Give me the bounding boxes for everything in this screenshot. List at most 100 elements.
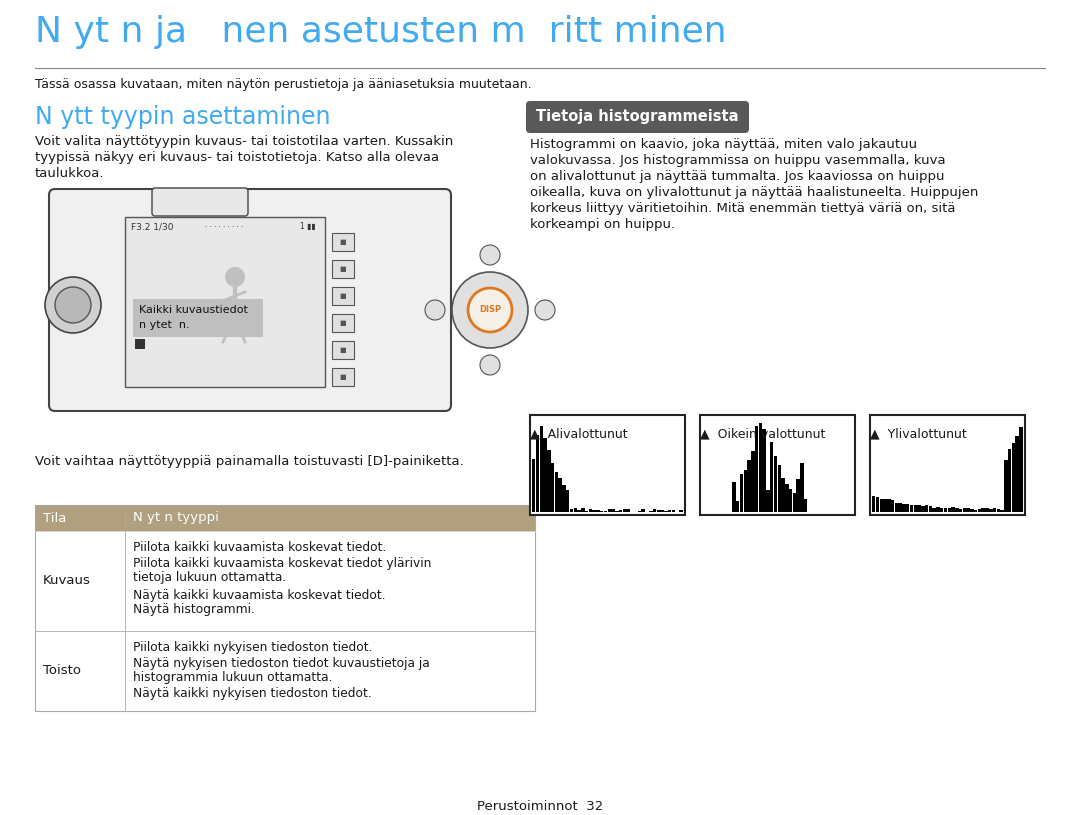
- Bar: [551, 463, 554, 512]
- Text: Kuvaus: Kuvaus: [43, 575, 91, 588]
- Bar: [578, 510, 581, 512]
- Text: ■: ■: [340, 320, 347, 326]
- Bar: [870, 415, 1025, 515]
- Text: histogrammia lukuun ottamatta.: histogrammia lukuun ottamatta.: [133, 671, 333, 684]
- Bar: [735, 501, 740, 512]
- Bar: [917, 504, 921, 512]
- Bar: [135, 339, 145, 349]
- Bar: [615, 511, 619, 512]
- Bar: [672, 509, 675, 512]
- Bar: [593, 510, 596, 512]
- Bar: [622, 509, 626, 512]
- Bar: [887, 499, 891, 512]
- Bar: [581, 509, 584, 512]
- Bar: [766, 490, 770, 512]
- Bar: [804, 499, 808, 512]
- Bar: [604, 511, 607, 512]
- FancyBboxPatch shape: [152, 188, 248, 216]
- Bar: [649, 511, 652, 512]
- Text: Näytä kaikki kuvaamista koskevat tiedot.: Näytä kaikki kuvaamista koskevat tiedot.: [133, 589, 386, 602]
- Text: . . . . . . . . .: . . . . . . . . .: [205, 222, 243, 228]
- Bar: [600, 511, 604, 512]
- Bar: [558, 478, 562, 512]
- Text: N ytt tyypin asettaminen: N ytt tyypin asettaminen: [35, 105, 330, 129]
- Bar: [332, 260, 354, 278]
- Bar: [332, 287, 354, 305]
- Text: N yt n ja   nen asetusten m  ritt minen: N yt n ja nen asetusten m ritt minen: [35, 15, 727, 49]
- Bar: [607, 509, 611, 512]
- Bar: [585, 511, 589, 512]
- Bar: [781, 478, 785, 512]
- Text: korkeampi on huippu.: korkeampi on huippu.: [530, 218, 675, 231]
- Bar: [921, 506, 924, 512]
- Bar: [611, 509, 615, 512]
- Bar: [540, 425, 543, 512]
- Circle shape: [225, 267, 245, 287]
- Bar: [951, 507, 955, 512]
- Text: valokuvassa. Jos histogrammissa on huippu vasemmalla, kuva: valokuvassa. Jos histogrammissa on huipp…: [530, 154, 946, 167]
- Text: Voit vaihtaa näyttötyyppiä painamalla toistuvasti [D]-painiketta.: Voit vaihtaa näyttötyyppiä painamalla to…: [35, 455, 463, 468]
- Text: F3.2 1/30: F3.2 1/30: [131, 222, 174, 231]
- Bar: [902, 504, 906, 512]
- Bar: [974, 509, 977, 512]
- Bar: [570, 509, 573, 512]
- Bar: [667, 510, 672, 512]
- Bar: [947, 509, 951, 512]
- Bar: [732, 482, 735, 512]
- Bar: [751, 451, 755, 512]
- Bar: [35, 505, 535, 531]
- Bar: [762, 430, 766, 512]
- Bar: [879, 499, 883, 512]
- Text: Tässä osassa kuvataan, miten näytön perustietoja ja ääniasetuksia muutetaan.: Tässä osassa kuvataan, miten näytön peru…: [35, 78, 531, 91]
- FancyBboxPatch shape: [526, 101, 750, 133]
- Bar: [906, 504, 909, 512]
- Bar: [1008, 449, 1011, 512]
- Text: ■: ■: [340, 347, 347, 353]
- Bar: [563, 485, 566, 512]
- Bar: [940, 508, 944, 512]
- Text: DISP: DISP: [478, 306, 501, 315]
- Bar: [970, 509, 974, 512]
- Circle shape: [453, 272, 528, 348]
- Bar: [914, 504, 917, 512]
- Bar: [35, 505, 535, 711]
- Text: Piilota kaikki nykyisen tiedoston tiedot.: Piilota kaikki nykyisen tiedoston tiedot…: [133, 641, 373, 654]
- Bar: [909, 505, 914, 512]
- Text: Piilota kaikki kuvaamista koskevat tiedot ylärivin: Piilota kaikki kuvaamista koskevat tiedo…: [133, 557, 431, 570]
- Bar: [800, 463, 804, 512]
- Text: Voit valita näyttötyypin kuvaus- tai toistotilaa varten. Kussakin: Voit valita näyttötyypin kuvaus- tai toi…: [35, 135, 454, 148]
- Text: Näytä nykyisen tiedoston tiedot kuvaustietoja ja: Näytä nykyisen tiedoston tiedot kuvausti…: [133, 657, 430, 670]
- Text: N yt n tyyppi: N yt n tyyppi: [133, 512, 219, 525]
- Bar: [770, 442, 773, 512]
- Bar: [899, 503, 902, 512]
- Bar: [932, 508, 936, 512]
- Bar: [985, 508, 988, 512]
- Bar: [332, 341, 354, 359]
- Text: Näytä histogrammi.: Näytä histogrammi.: [133, 603, 255, 616]
- Circle shape: [426, 300, 445, 320]
- Bar: [743, 469, 747, 512]
- Text: tyypissä näkyy eri kuvaus- tai toistotietoja. Katso alla olevaa: tyypissä näkyy eri kuvaus- tai toistotie…: [35, 151, 440, 164]
- Bar: [989, 509, 993, 512]
- Bar: [332, 368, 354, 386]
- Bar: [1020, 427, 1023, 512]
- Bar: [664, 511, 667, 512]
- Bar: [788, 488, 793, 512]
- Bar: [133, 299, 264, 337]
- Bar: [619, 510, 622, 512]
- Text: taulukkoa.: taulukkoa.: [35, 167, 105, 180]
- Bar: [740, 474, 743, 512]
- Bar: [993, 509, 996, 512]
- Bar: [883, 500, 887, 512]
- Circle shape: [468, 288, 512, 332]
- Bar: [1015, 436, 1018, 512]
- Bar: [959, 509, 962, 512]
- Bar: [967, 508, 970, 512]
- FancyBboxPatch shape: [49, 189, 451, 411]
- Bar: [125, 217, 325, 387]
- Bar: [872, 496, 876, 512]
- Bar: [977, 509, 981, 512]
- Text: Histogrammi on kaavio, joka näyttää, miten valo jakautuu: Histogrammi on kaavio, joka näyttää, mit…: [530, 138, 917, 151]
- Bar: [679, 510, 683, 512]
- Bar: [747, 460, 751, 512]
